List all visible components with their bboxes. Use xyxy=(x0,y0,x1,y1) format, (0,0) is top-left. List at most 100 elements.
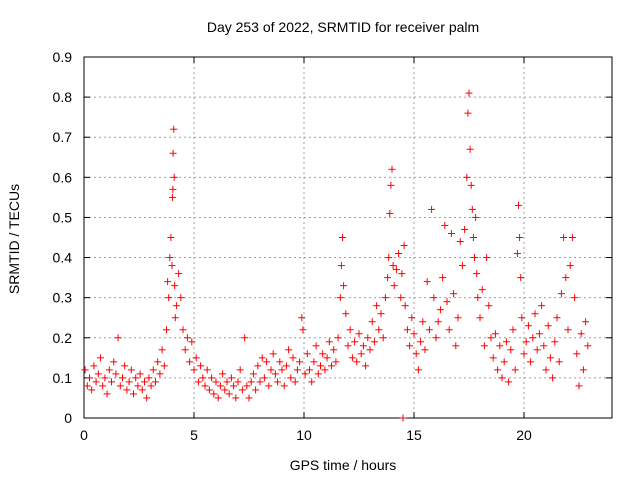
data-point xyxy=(423,278,431,286)
data-point xyxy=(441,221,449,229)
data-point xyxy=(175,270,183,278)
data-point xyxy=(168,193,176,201)
data-point xyxy=(529,334,537,342)
data-point xyxy=(123,386,131,394)
data-point xyxy=(491,330,499,338)
data-point xyxy=(549,374,557,382)
data-point xyxy=(163,326,170,334)
data-point xyxy=(465,89,473,97)
data-point xyxy=(551,338,559,346)
data-point xyxy=(362,362,370,370)
data-point xyxy=(498,374,506,382)
data-point xyxy=(88,386,96,394)
chart-title: Day 253 of 2022, SRMTID for receiver pal… xyxy=(207,19,479,35)
data-point xyxy=(397,294,405,302)
data-point xyxy=(408,314,416,322)
data-point xyxy=(223,378,231,386)
data-point xyxy=(227,374,235,382)
data-point xyxy=(258,354,266,362)
data-point xyxy=(412,350,420,358)
data-point xyxy=(99,382,107,390)
data-point xyxy=(568,234,576,241)
data-point xyxy=(119,374,126,382)
data-point xyxy=(221,386,229,394)
data-point xyxy=(181,346,189,354)
data-point xyxy=(337,262,345,270)
data-point xyxy=(575,382,583,390)
grid-lines xyxy=(84,57,612,418)
data-point xyxy=(94,370,102,378)
data-point xyxy=(167,234,175,241)
data-point xyxy=(370,338,378,346)
data-point xyxy=(540,342,548,350)
data-point xyxy=(81,366,89,374)
data-point xyxy=(399,414,407,422)
data-point xyxy=(169,149,177,157)
data-point xyxy=(168,262,176,270)
data-point xyxy=(238,386,246,394)
data-point xyxy=(317,362,324,370)
data-point xyxy=(330,346,338,354)
data-point xyxy=(466,145,474,153)
data-point xyxy=(296,358,304,366)
data-point xyxy=(194,378,202,386)
data-point xyxy=(236,366,244,374)
data-point xyxy=(260,374,268,382)
data-point xyxy=(461,225,469,233)
data-point xyxy=(434,318,442,326)
data-point xyxy=(573,350,581,358)
data-point xyxy=(582,318,590,326)
data-point xyxy=(357,350,365,358)
data-point xyxy=(557,290,565,298)
data-point xyxy=(230,382,238,390)
data-point xyxy=(234,378,242,386)
data-point xyxy=(527,358,535,366)
data-point xyxy=(267,366,275,374)
data-point xyxy=(282,362,290,370)
data-point xyxy=(214,394,222,402)
x-tick-label: 5 xyxy=(190,427,198,443)
data-point xyxy=(243,382,251,390)
plot-frame xyxy=(83,56,613,419)
data-point xyxy=(368,318,376,326)
data-point xyxy=(171,314,179,322)
data-point xyxy=(467,181,475,189)
data-point xyxy=(199,374,207,382)
data-point xyxy=(152,378,159,386)
data-point xyxy=(132,374,140,382)
data-point xyxy=(472,213,480,221)
data-point xyxy=(103,390,111,398)
data-point xyxy=(201,382,209,390)
data-point xyxy=(515,201,522,209)
data-point xyxy=(443,298,451,306)
data-point xyxy=(485,302,493,310)
x-axis-label: GPS time / hours xyxy=(290,457,397,473)
data-point xyxy=(105,366,113,374)
data-point xyxy=(216,382,224,390)
data-point xyxy=(249,370,257,378)
data-point xyxy=(509,326,517,334)
data-point xyxy=(373,302,381,310)
data-point xyxy=(566,262,574,270)
y-tick-label: 0.9 xyxy=(53,49,73,65)
data-point xyxy=(110,358,118,366)
data-point xyxy=(524,322,532,330)
data-point xyxy=(359,342,367,350)
data-point xyxy=(190,366,198,374)
data-point xyxy=(428,205,436,213)
y-tick-label: 0.7 xyxy=(53,129,73,145)
data-point xyxy=(245,394,253,402)
data-point xyxy=(156,370,164,378)
data-point xyxy=(252,386,260,394)
data-point xyxy=(474,294,482,302)
data-point xyxy=(544,322,552,330)
data-point xyxy=(232,394,240,402)
data-point xyxy=(293,366,301,374)
data-point xyxy=(263,358,271,366)
data-point xyxy=(564,326,572,334)
data-point xyxy=(291,378,299,386)
axis-ticks xyxy=(83,56,612,419)
data-point xyxy=(138,386,146,394)
data-point xyxy=(458,262,466,270)
